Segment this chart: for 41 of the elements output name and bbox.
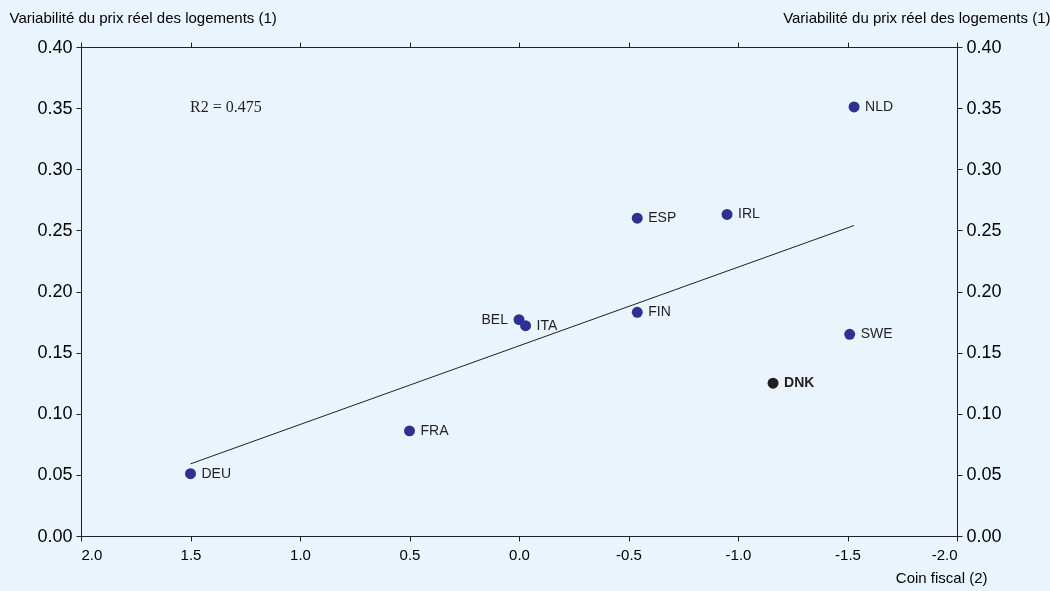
y2-tick-label: 0.05 — [966, 464, 1002, 485]
y-tick-label: 0.00 — [37, 525, 73, 546]
y2-tick-label: 0.40 — [966, 36, 1002, 57]
y2-tick-label: 0.15 — [966, 342, 1002, 363]
y2-tick-label: 0.30 — [966, 158, 1002, 179]
annotation: ITA — [536, 316, 558, 333]
y-tick-label: 0.20 — [37, 281, 73, 301]
y-tick-label: 0.40 — [37, 36, 73, 57]
x-tick-label: -1.0 — [725, 545, 752, 563]
y-axis-title: Variabilité du prix réel des logements (1) — [9, 8, 277, 26]
y-tick-label: 0.15 — [37, 342, 73, 363]
y2-tick-label: 0.20 — [966, 281, 1002, 301]
x-tick-label: 0.0 — [509, 545, 530, 563]
x-axis-title: Coin fiscal (2) — [895, 568, 988, 586]
annotation: NLD — [865, 97, 894, 114]
annotation: BEL — [481, 310, 509, 327]
x-tick-label: 2.0 — [81, 545, 103, 563]
x-tick-label: 1.0 — [290, 545, 311, 563]
annotation: IRL — [738, 205, 761, 222]
y-tick-label: 0.25 — [37, 219, 73, 240]
x-tick-label: 1.5 — [180, 545, 202, 563]
annotation: FIN — [648, 303, 671, 320]
y2-tick-label: 0.35 — [966, 97, 1002, 118]
x-tick-label: -2.0 — [931, 545, 958, 563]
y2-tick-label: 0.25 — [966, 219, 1002, 240]
y-tick-label: 0.05 — [37, 464, 73, 485]
series-label: DNK — [784, 374, 815, 391]
annotation: ESP — [648, 209, 677, 226]
annotation: R2 = 0.475 — [190, 98, 262, 115]
annotation: SWE — [860, 325, 893, 342]
annotation: FRA — [420, 421, 450, 438]
y2-axis-title: Variabilité du prix réel des logements (1) — [783, 8, 1050, 26]
y-tick-label: 0.10 — [37, 403, 73, 424]
annotation: DEU — [201, 464, 232, 481]
y2-tick-label: 0.00 — [966, 525, 1002, 546]
x-tick-label: -1.5 — [835, 545, 861, 563]
x-tick-label: 0.5 — [399, 545, 421, 563]
y2-tick-label: 0.10 — [966, 403, 1002, 424]
y-tick-label: 0.35 — [37, 97, 73, 118]
y-tick-label: 0.30 — [37, 158, 73, 179]
x-tick-label: -0.5 — [616, 545, 642, 563]
